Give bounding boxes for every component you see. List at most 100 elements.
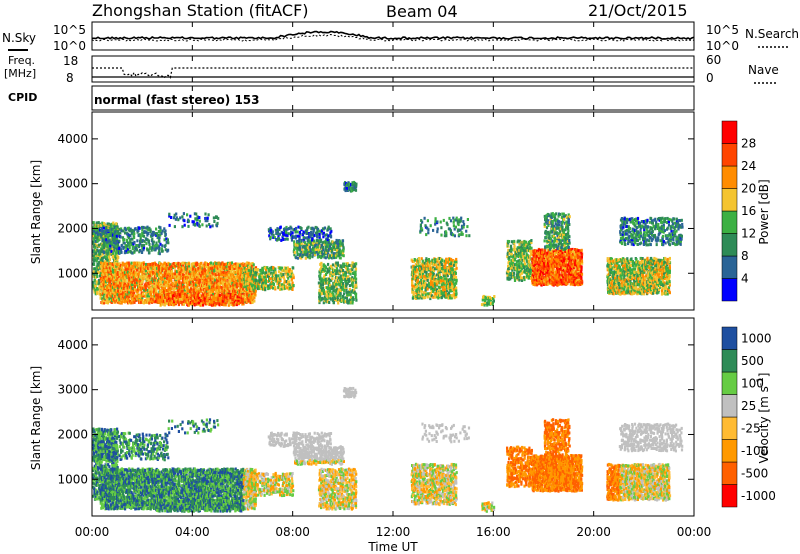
heatmap-cell <box>103 296 106 300</box>
heatmap-cell <box>100 258 103 262</box>
heatmap-cell <box>102 226 105 230</box>
heatmap-cell <box>183 279 187 283</box>
heatmap-cell <box>204 261 207 265</box>
heatmap-cell <box>234 281 237 285</box>
heatmap-cell <box>211 295 214 299</box>
heatmap-cell <box>290 269 293 273</box>
heatmap-cell <box>159 281 163 285</box>
heatmap-cell <box>118 249 121 253</box>
heatmap-cell <box>193 303 196 307</box>
heatmap-cell <box>125 238 129 242</box>
heatmap-cell <box>98 292 101 296</box>
heatmap-cell <box>113 297 116 301</box>
heatmap-cell <box>128 288 131 292</box>
heatmap-cell <box>203 267 206 271</box>
heatmap-cell <box>131 241 134 245</box>
heatmap-cell <box>236 287 239 291</box>
heatmap-cell <box>252 263 255 267</box>
heatmap-cell <box>105 269 108 273</box>
heatmap-cell <box>151 234 154 238</box>
heatmap-cell <box>148 296 151 300</box>
heatmap-cell <box>125 295 128 299</box>
heatmap-cell <box>138 226 141 230</box>
heatmap-cell <box>150 268 153 271</box>
heatmap-cell <box>130 268 133 272</box>
heatmap-cell <box>108 255 111 259</box>
heatmap-cell <box>234 265 237 268</box>
heatmap-cell <box>117 228 120 232</box>
heatmap-cell <box>147 239 150 243</box>
heatmap-cell <box>190 262 193 266</box>
heatmap-cell <box>239 279 242 282</box>
heatmap-cell <box>153 281 156 285</box>
heatmap-cell <box>188 295 191 299</box>
heatmap-cell <box>229 299 232 303</box>
heatmap-cell <box>184 267 187 271</box>
heatmap-cell <box>354 280 357 284</box>
heatmap-cell <box>329 297 332 301</box>
heatmap-cell <box>236 282 239 286</box>
heatmap-cell <box>202 279 205 282</box>
heatmap-cell <box>104 245 107 249</box>
heatmap-cell <box>115 226 118 230</box>
heatmap-cell <box>251 264 254 268</box>
heatmap-cell <box>144 294 147 298</box>
heatmap-cell <box>228 283 231 287</box>
nave-series-line <box>92 67 694 79</box>
heatmap-cell <box>139 242 142 246</box>
heatmap-cell <box>104 242 108 246</box>
heatmap-cell <box>129 299 132 303</box>
heatmap-cell <box>213 285 216 289</box>
heatmap-cell <box>142 234 146 238</box>
heatmap-cell <box>215 302 218 306</box>
heatmap-cell <box>160 266 163 270</box>
heatmap-cell <box>161 293 164 297</box>
heatmap-cell <box>116 242 120 246</box>
heatmap-cell <box>232 285 235 289</box>
heatmap-cell <box>168 300 171 304</box>
heatmap-cell <box>118 262 121 266</box>
heatmap-cell <box>225 262 228 266</box>
heatmap-cell <box>166 276 169 280</box>
heatmap-cell <box>120 250 123 254</box>
heatmap-cell <box>173 291 176 295</box>
heatmap-cell <box>126 267 129 271</box>
heatmap-cell <box>341 242 344 245</box>
heatmap-cell <box>99 223 102 227</box>
heatmap-cell <box>222 273 225 276</box>
heatmap-cell <box>185 273 188 277</box>
heatmap-cell <box>158 246 161 250</box>
heatmap-cell <box>165 283 168 287</box>
heatmap-cell <box>221 280 224 284</box>
heatmap-cell <box>247 297 251 301</box>
heatmap-cell <box>116 276 119 280</box>
heatmap-cell <box>140 288 143 292</box>
heatmap-cell <box>191 294 194 298</box>
heatmap-cell <box>161 302 164 306</box>
heatmap-cell <box>179 295 182 298</box>
heatmap-cell <box>130 261 133 265</box>
power-heatmap <box>92 180 684 307</box>
heatmap-cell <box>184 290 187 294</box>
heatmap-cell <box>163 263 167 267</box>
heatmap-cell <box>143 267 146 271</box>
heatmap-cell <box>302 230 305 234</box>
heatmap-cell <box>210 264 214 268</box>
heatmap-cell <box>220 269 223 273</box>
date-label: 21/Oct/2015 <box>588 1 688 20</box>
heatmap-cell <box>152 284 156 288</box>
heatmap-cell <box>105 233 108 237</box>
heatmap-cell <box>206 297 209 301</box>
heatmap-cell <box>180 300 183 303</box>
heatmap-cell <box>176 286 179 290</box>
heatmap-cell <box>354 188 358 192</box>
heatmap-cell <box>101 221 104 225</box>
heatmap-cell <box>210 287 213 291</box>
heatmap-cell <box>127 299 130 303</box>
heatmap-cell <box>225 290 228 294</box>
heatmap-cell <box>197 266 200 270</box>
heatmap-cell <box>121 291 125 295</box>
heatmap-cell <box>101 297 104 301</box>
heatmap-cell <box>130 264 133 268</box>
heatmap-cell <box>164 298 167 302</box>
